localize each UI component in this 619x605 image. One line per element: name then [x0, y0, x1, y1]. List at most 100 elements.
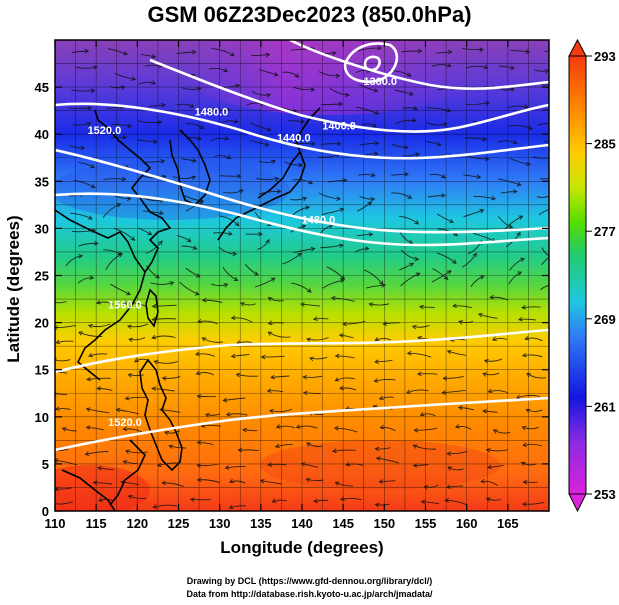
streamline-arrowhead [419, 411, 425, 417]
streamline [177, 235, 192, 242]
streamline-arrowhead [270, 374, 275, 380]
streamline [493, 429, 511, 434]
streamline [88, 323, 111, 328]
streamline-arrowhead [55, 458, 59, 463]
streamline-arrowhead [122, 426, 128, 432]
streamline [236, 341, 252, 344]
streamline [375, 338, 392, 341]
streamline [335, 355, 355, 359]
streamline-arrowhead [406, 350, 412, 356]
x-axis: 110 115 120 125 130 135 140 145 150 155 160 165 [45, 40, 519, 531]
streamline-arrowhead [458, 320, 464, 325]
streamline-arrowhead [521, 501, 527, 507]
streamline [320, 224, 333, 234]
streamline-arrowhead [308, 356, 314, 362]
streamline [407, 352, 432, 358]
streamline-arrowhead [153, 139, 158, 145]
streamline-arrowhead [123, 50, 129, 56]
streamline-arrowhead [310, 246, 316, 252]
streamline [343, 320, 366, 325]
streamline [303, 392, 321, 395]
streamline [542, 109, 549, 111]
streamline [374, 378, 396, 382]
streamline-arrowhead [242, 427, 248, 433]
streamline [78, 242, 98, 247]
streamline-arrowhead [266, 127, 272, 132]
streamline-arrowhead [479, 208, 485, 214]
streamline-arrowhead [259, 478, 265, 484]
streamline-arrowhead [192, 245, 198, 250]
streamline [181, 245, 197, 250]
streamline-arrowhead [294, 73, 300, 78]
streamline-arrowhead [195, 273, 201, 278]
x-tick-label: 110 [45, 516, 66, 531]
streamline [383, 322, 400, 325]
streamline-arrowhead [192, 49, 197, 55]
streamline [431, 64, 451, 67]
streamline [102, 203, 121, 219]
streamline [534, 69, 549, 72]
streamline-arrowhead [415, 272, 421, 277]
streamline [447, 466, 464, 471]
streamline-arrowhead [482, 408, 487, 414]
streamline [522, 501, 545, 505]
streamline-arrowhead [189, 103, 195, 108]
streamline-arrowhead [525, 408, 531, 413]
grid-lines [55, 40, 549, 511]
streamline [510, 50, 530, 53]
streamline-arrowhead [233, 277, 239, 282]
streamline-arrowhead [445, 484, 451, 489]
streamline [270, 375, 290, 378]
streamline-arrowhead [523, 104, 529, 109]
streamline-arrowhead [406, 72, 412, 77]
streamline-arrowhead [125, 291, 131, 296]
streamline-arrowhead [447, 49, 453, 55]
streamline [470, 275, 484, 287]
contour-label: 1560.0 [108, 299, 142, 311]
streamline-arrowhead [339, 207, 345, 213]
streamline-arrowhead [122, 460, 128, 465]
streamline-arrowhead [378, 395, 384, 400]
streamline-arrowhead [404, 171, 409, 177]
streamline-arrowhead [310, 87, 316, 93]
streamline [258, 69, 279, 76]
streamline-arrowhead [224, 135, 230, 141]
streamline-arrowhead [509, 65, 515, 70]
streamline [544, 50, 549, 53]
contour-label: 1400.0 [322, 120, 356, 132]
streamline [293, 86, 315, 91]
streamline-arrowhead [311, 141, 316, 147]
streamline [522, 443, 543, 447]
streamline [211, 47, 235, 57]
streamline-arrowhead [298, 162, 304, 168]
streamline-arrowhead [271, 159, 276, 165]
streamline-arrowhead [230, 353, 236, 359]
streamline [406, 389, 429, 394]
credit-drawing: Drawing by DCL (https://www.gfd-dennou.o… [186, 576, 433, 586]
streamline [55, 487, 73, 490]
streamline [292, 179, 313, 185]
streamline-arrowhead [225, 107, 231, 113]
streamline [55, 301, 67, 304]
streamline-arrowhead [441, 193, 446, 198]
streamline-arrowhead [415, 152, 421, 157]
streamline [426, 121, 448, 126]
streamline [159, 408, 181, 413]
streamline-arrowhead [80, 145, 86, 151]
streamline [401, 50, 422, 53]
streamline-arrowhead [92, 480, 98, 486]
streamline-arrowhead [267, 462, 273, 467]
streamline [197, 463, 219, 467]
streamline-arrowhead [235, 83, 241, 89]
streamline [335, 481, 354, 487]
streamline [249, 122, 271, 131]
streamline [250, 140, 269, 146]
streamline [223, 397, 246, 401]
colorbar-tick-label: 285 [594, 137, 616, 152]
streamline [152, 304, 177, 307]
streamline [303, 375, 323, 378]
streamline [71, 89, 95, 92]
streamline [424, 484, 439, 488]
streamline-arrowhead [227, 231, 233, 236]
streamline [142, 175, 166, 179]
